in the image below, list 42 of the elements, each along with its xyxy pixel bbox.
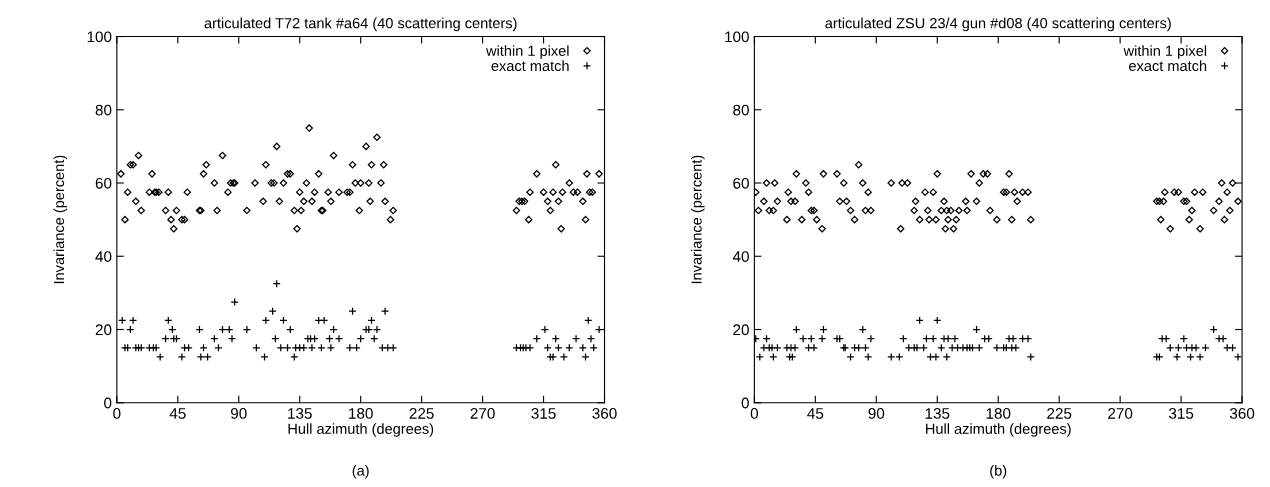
y-tick-label: 0 [104, 397, 112, 409]
y-tick-label: 80 [733, 104, 749, 116]
x-tick-label: 45 [807, 408, 824, 419]
x-tick-label: 270 [1108, 408, 1133, 419]
chart-title: articulated ZSU 23/4 gun #d08 (40 scattering centers) [825, 17, 1171, 32]
legend-label: within 1 pixel [486, 45, 569, 59]
legend-label: exact match [491, 60, 569, 72]
chart-title: articulated T72 tank #a64 (40 scattering centers) [204, 17, 517, 32]
x-tick-label: 360 [592, 408, 617, 419]
x-axis-title: Hull azimuth (degrees) [288, 423, 434, 437]
y-tick-label: 40 [95, 251, 112, 262]
text: (a) [352, 465, 369, 479]
x-tick-label: 0 [750, 408, 759, 419]
y-tick-label: 40 [732, 251, 749, 262]
x-axis-title: Hull azimuth (degrees) [926, 423, 1071, 437]
y-tick-label: 20 [95, 324, 112, 336]
y-axis-title: Invariance (percent) [690, 155, 705, 284]
x-tick-label: 225 [1047, 408, 1072, 419]
x-tick-label: 360 [1229, 408, 1255, 419]
x-tick-label: 270 [470, 408, 495, 419]
y-tick-label: 60 [95, 177, 112, 189]
legend-label: within 1 pixel [1123, 45, 1207, 59]
x-tick-label: 135 [288, 408, 312, 419]
x-tick-label: 315 [1168, 408, 1194, 419]
y-axis-title: Invariance (percent) [53, 155, 68, 284]
y-tick-label: 0 [741, 397, 749, 409]
x-tick-label: 0 [113, 408, 121, 419]
y-tick-label: 20 [733, 324, 749, 336]
text: (b) [990, 465, 1007, 479]
x-tick-label: 90 [230, 408, 247, 419]
x-tick-label: 45 [169, 408, 186, 419]
x-tick-label: 180 [986, 408, 1011, 419]
x-tick-label: 315 [531, 408, 556, 419]
y-tick-label: 100 [725, 31, 749, 43]
x-tick-label: 135 [925, 408, 950, 419]
legend-label: exact match [1129, 60, 1207, 72]
y-tick-label: 60 [733, 177, 749, 189]
x-tick-label: 225 [409, 408, 434, 419]
y-tick-label: 80 [95, 104, 112, 116]
x-tick-label: 180 [349, 408, 373, 419]
y-tick-label: 100 [87, 31, 112, 43]
x-tick-label: 90 [868, 408, 885, 419]
